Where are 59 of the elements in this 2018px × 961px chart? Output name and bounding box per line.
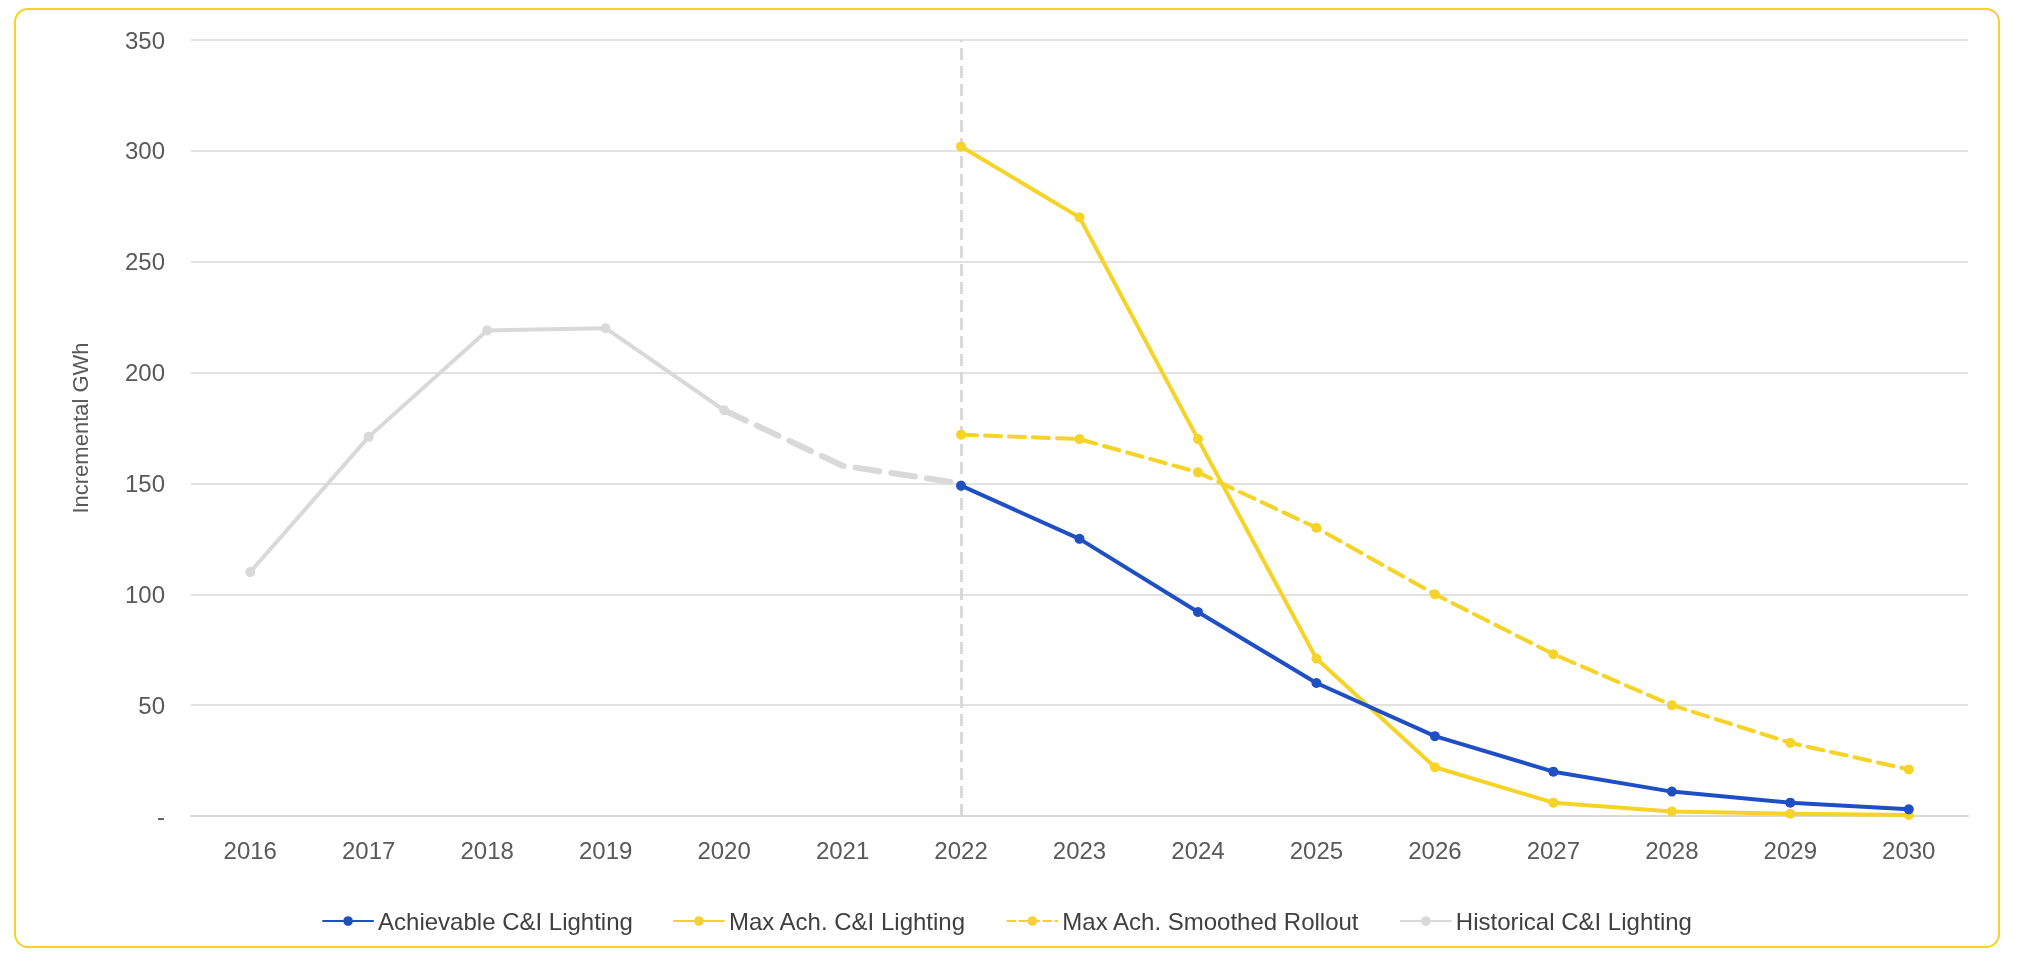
x-tick-label: 2019 — [578, 836, 633, 864]
point — [1785, 797, 1796, 808]
point — [1785, 737, 1796, 748]
point — [1074, 533, 1085, 544]
y-tick-label: 100 — [124, 580, 165, 608]
point — [1192, 434, 1203, 445]
point — [1074, 212, 1085, 223]
y-axis-title: Incremental GWh — [67, 342, 93, 514]
point — [1311, 522, 1322, 533]
x-tick-label: 2029 — [1763, 836, 1817, 864]
point — [600, 323, 611, 334]
point — [1311, 653, 1322, 664]
x-tick-label: 2026 — [1408, 836, 1462, 864]
x-tick-label: 2020 — [697, 836, 751, 864]
point — [1429, 731, 1440, 742]
point — [245, 567, 256, 578]
point — [1903, 804, 1914, 815]
x-tick-label: 2017 — [342, 836, 396, 864]
x-tick-label: 2024 — [1171, 836, 1225, 864]
x-tick-label: 2018 — [460, 836, 514, 864]
x-tick-label: 2022 — [934, 836, 988, 864]
point — [956, 480, 967, 491]
point — [1666, 806, 1677, 817]
point — [1785, 808, 1796, 819]
point — [482, 325, 493, 336]
point — [1429, 762, 1440, 773]
point — [1666, 700, 1677, 711]
y-tick-label: 200 — [124, 359, 165, 387]
legend-label: Max Ach. Smoothed Rollout — [1062, 907, 1359, 935]
x-tick-label: 2030 — [1882, 836, 1936, 864]
point — [1192, 467, 1203, 478]
x-tick-label: 2027 — [1526, 836, 1581, 864]
point — [1311, 677, 1322, 688]
point — [956, 429, 967, 440]
point — [719, 405, 730, 416]
legend-label: Historical C&I Lighting — [1455, 907, 1692, 935]
point — [1548, 649, 1559, 660]
point — [1429, 589, 1440, 600]
point — [363, 431, 374, 442]
x-tick-label: 2023 — [1052, 836, 1107, 864]
point — [1548, 797, 1559, 808]
legend-label: Max Ach. C&I Lighting — [728, 907, 966, 935]
point — [1903, 764, 1914, 775]
point — [1192, 607, 1203, 618]
y-tick-label: 300 — [124, 137, 165, 165]
point — [1548, 766, 1559, 777]
x-tick-label: 2028 — [1645, 836, 1699, 864]
y-tick-label: 350 — [124, 26, 165, 54]
y-tick-label: 250 — [124, 248, 165, 276]
x-tick-label: 2016 — [223, 836, 277, 864]
point — [1666, 786, 1677, 797]
point — [956, 141, 967, 152]
legend-label: Achievable C&I Lighting — [378, 907, 633, 935]
x-tick-label: 2021 — [815, 836, 870, 864]
y-tick-label: 50 — [138, 691, 165, 719]
x-tick-label: 2025 — [1289, 836, 1344, 864]
y-tick-label: - — [157, 802, 165, 830]
y-tick-label: 150 — [124, 469, 165, 497]
point — [1074, 434, 1085, 445]
